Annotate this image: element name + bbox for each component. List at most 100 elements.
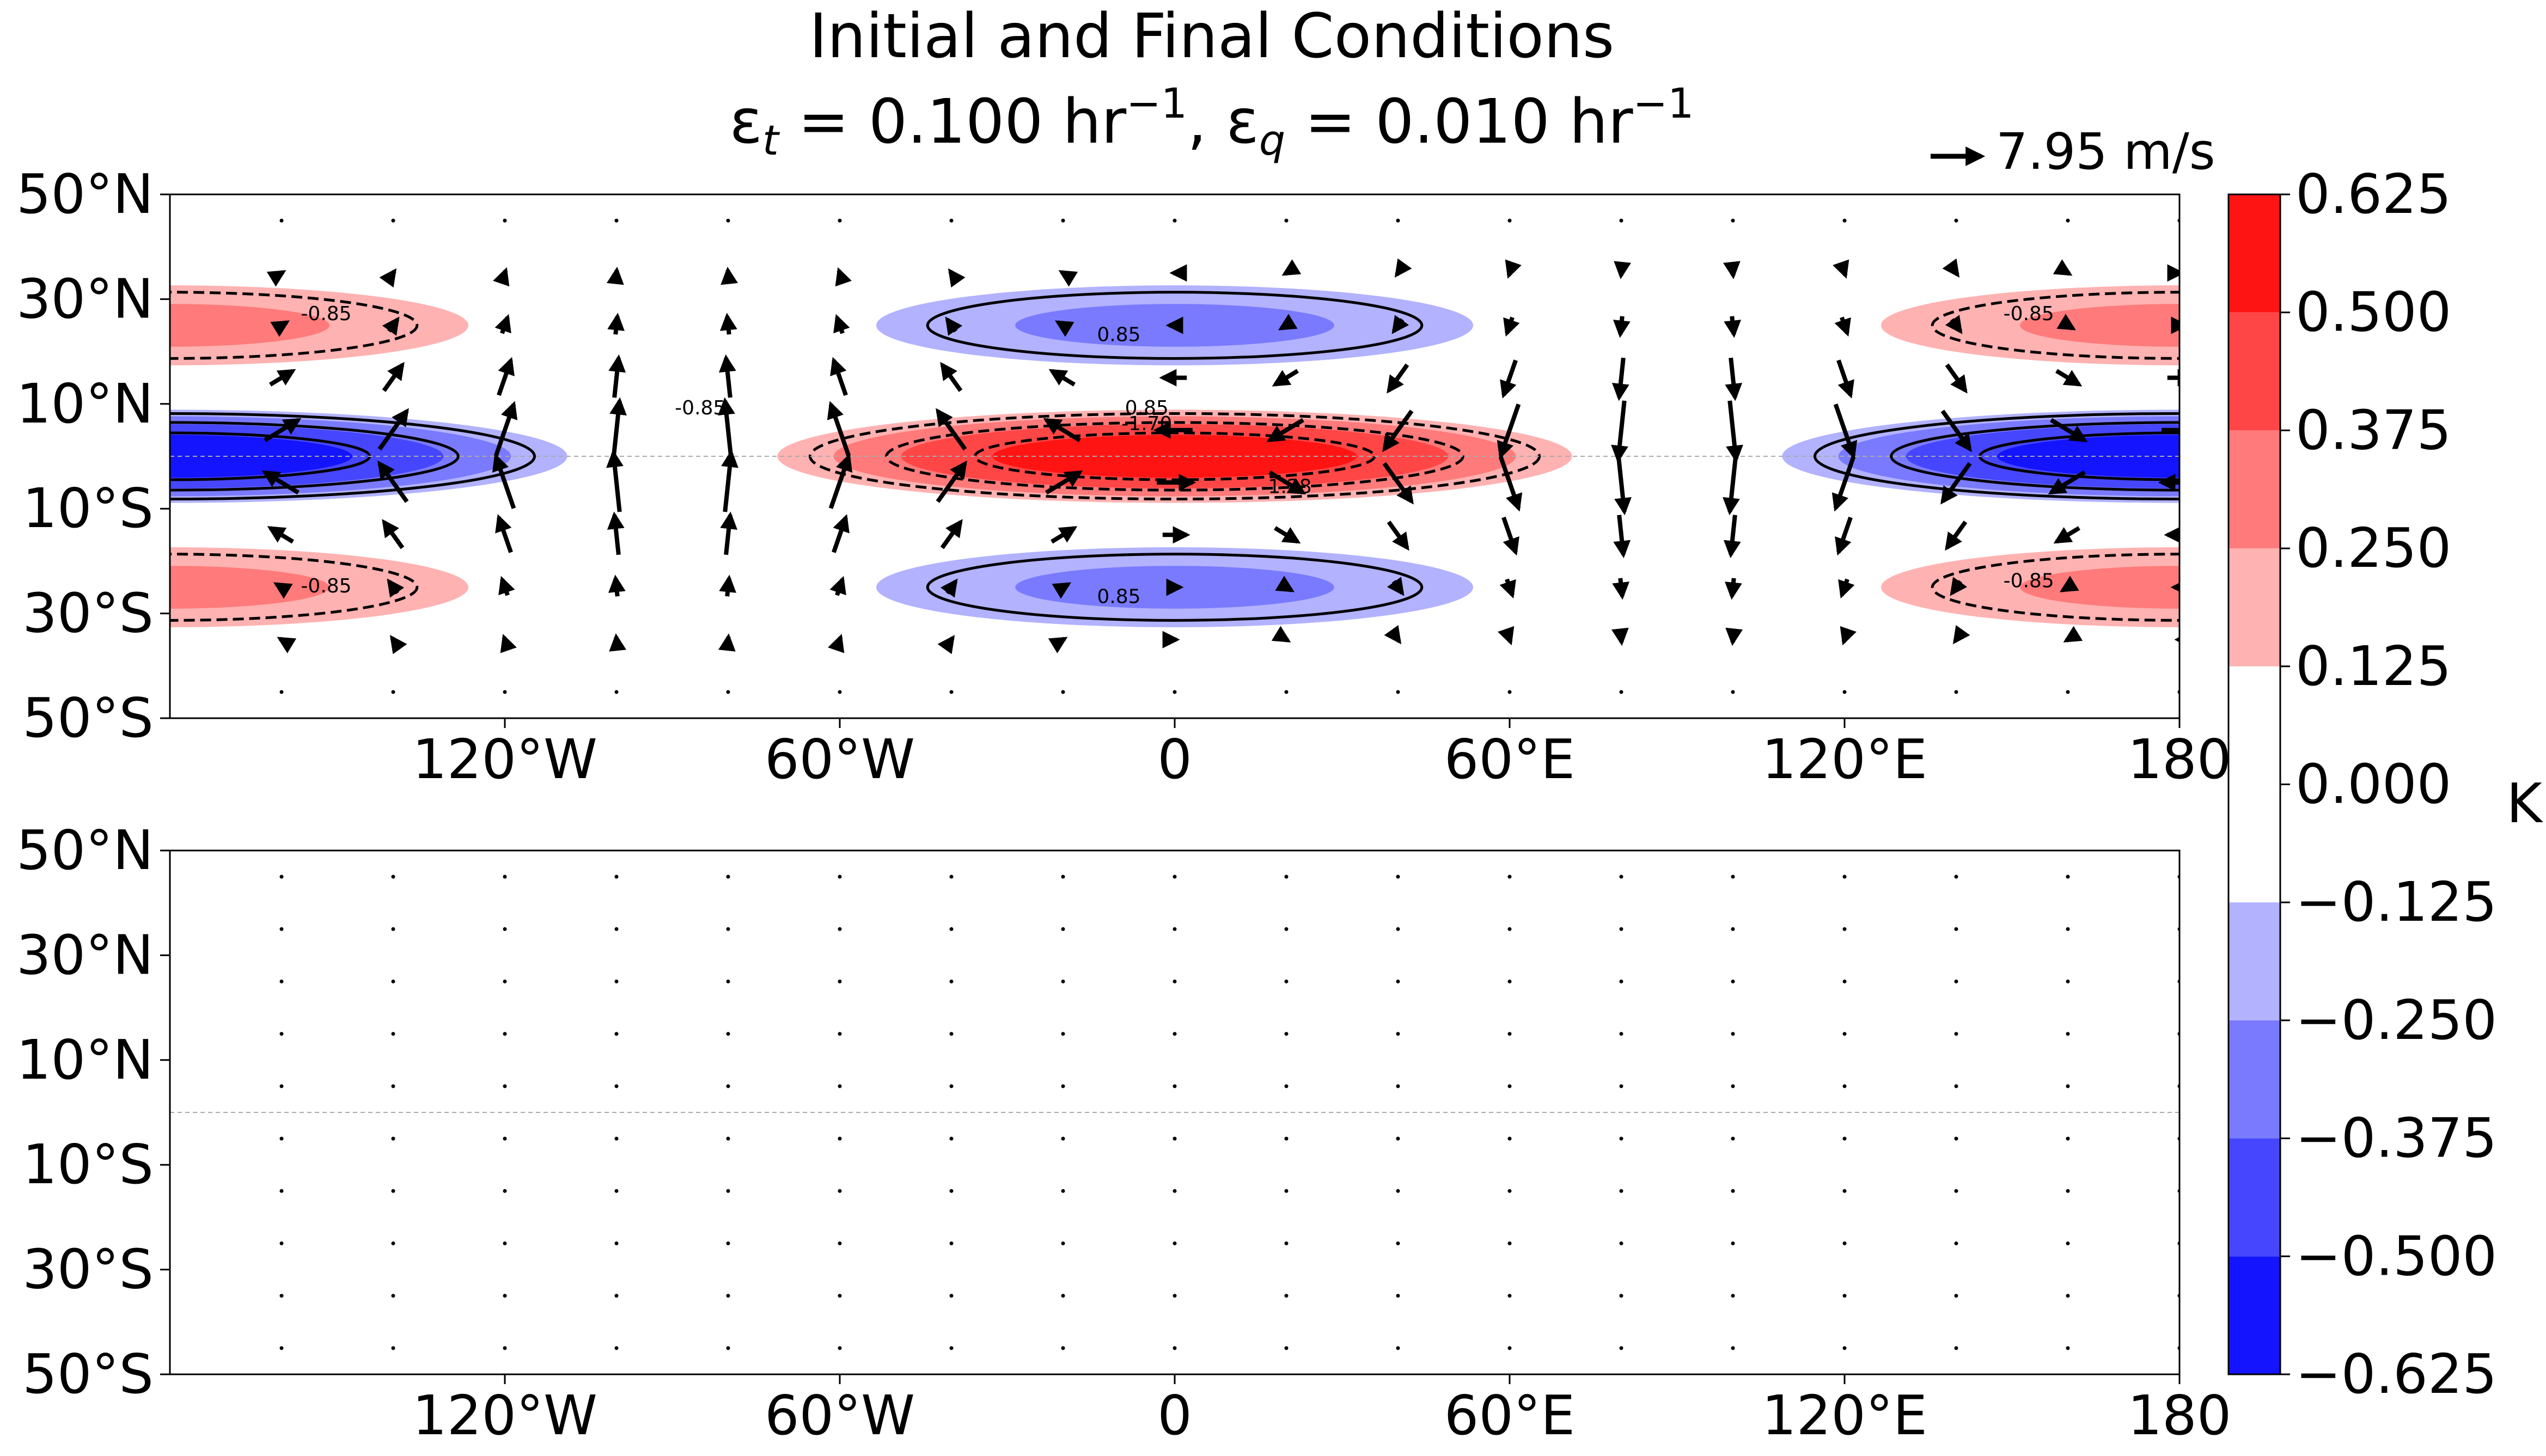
wind-vector-dot (1954, 1084, 1958, 1088)
wind-vector (940, 519, 963, 549)
contour-label: -0.85 (675, 397, 725, 419)
wind-vector-dot (1173, 218, 1177, 223)
wind-vector-dot (1507, 1032, 1512, 1036)
wind-vector (2053, 259, 2073, 276)
wind-vector (2053, 526, 2080, 544)
wind-vector-dot (1842, 1241, 1847, 1245)
wind-vector-dot (1061, 1189, 1065, 1193)
wind-vector-dot (1507, 980, 1512, 983)
wind-vector-dot (1731, 1136, 1735, 1141)
wind-vector-dot (1619, 218, 1623, 223)
wind-vector-dot (726, 1346, 730, 1350)
wind-vector-dot (614, 1032, 619, 1036)
wind-vector-dot (614, 1084, 619, 1088)
wind-vector-dot (838, 980, 842, 983)
wind-vector (1833, 259, 1849, 279)
wind-vector (1382, 409, 1414, 452)
contour-label: -1.70 (1121, 413, 1172, 435)
wind-vector-dot (614, 874, 619, 879)
wind-vector-dot (1619, 1032, 1623, 1036)
colorbar-band (2228, 666, 2280, 785)
wind-vector (1611, 357, 1629, 401)
wind-vector-dot (2066, 1032, 2070, 1036)
x-tick-label: 60°E (1444, 1384, 1575, 1447)
x-tick-label: 120°W (412, 727, 597, 791)
wind-vector (1498, 626, 1515, 646)
wind-vector (1950, 577, 1968, 596)
wind-vector-dot (2066, 1346, 2070, 1350)
colorbar-tick-label: 0.250 (2295, 516, 2451, 580)
wind-vector-dot (1061, 690, 1065, 694)
wind-vector-dot (1842, 980, 1847, 983)
wind-vector (718, 397, 735, 460)
eps-t-subscript: t (762, 116, 780, 164)
y-tick-label: 10°N (16, 1028, 154, 1092)
wind-vector-dot (391, 1241, 395, 1245)
wind-vector-dot (1731, 1241, 1735, 1245)
wind-vector (718, 354, 736, 398)
wind-vector-dot (2066, 927, 2070, 931)
wind-vector (1268, 470, 1306, 495)
wind-vector (1384, 625, 1402, 645)
wind-vector (492, 453, 516, 509)
wind-vector-dot (949, 1189, 954, 1193)
wind-vector-dot (1173, 980, 1177, 983)
y-tick-label: 30°N (16, 267, 154, 331)
x-ticks-initial: 120°W 60°W 0 60°E 120°E 180 (412, 718, 2231, 791)
wind-vector-dot (1396, 1189, 1400, 1193)
wind-vector-dot (1619, 980, 1623, 983)
wind-vector (835, 267, 852, 287)
wind-vector-dot (1731, 1032, 1735, 1036)
wind-vector-dot (1173, 1084, 1177, 1088)
wind-vector (382, 316, 400, 336)
wind-vector (1834, 316, 1851, 337)
wind-vector-dot (279, 1294, 284, 1298)
contour-label: -0.85 (301, 575, 351, 597)
chart-subtitle: εt = 0.100 hr−1, εq = 0.010 hr−1 (729, 79, 1694, 164)
wind-vector (377, 460, 409, 503)
wind-vector-dot (1061, 874, 1065, 879)
wind-vector-dot (1507, 1136, 1512, 1141)
wind-vector (720, 511, 738, 555)
wind-vector-dot (1731, 1294, 1735, 1298)
wind-vector-dot (279, 1189, 284, 1193)
wind-vector-dot (949, 218, 954, 223)
wind-vector-dot (1731, 1189, 1735, 1193)
wind-vector (1054, 320, 1074, 337)
contour-label: -0.85 (301, 303, 351, 325)
wind-vector-dot (1284, 874, 1289, 879)
wind-vector-dot (614, 1294, 619, 1298)
eps-q-exponent: −1 (1633, 79, 1694, 127)
wind-vector-dot (1842, 1189, 1847, 1193)
quiver-key: 7.95 m/s (1931, 123, 2215, 181)
wind-vector (261, 470, 300, 495)
wind-vector-dot (614, 1189, 619, 1193)
wind-vector-dot (391, 1294, 395, 1298)
contour-label: 0.85 (1097, 585, 1140, 608)
wind-vectors-initial (261, 218, 2179, 694)
wind-vector (264, 418, 302, 443)
wind-vector-dot (1954, 1241, 1958, 1245)
wind-vector (948, 268, 966, 288)
wind-vector (936, 408, 967, 451)
contour-label: -0.85 (2004, 570, 2054, 592)
wind-vector-dot (1061, 1084, 1065, 1088)
wind-vector-dot (614, 690, 619, 694)
wind-vector-dot (1284, 1084, 1289, 1088)
colorbar-tick-label: −0.250 (2295, 988, 2497, 1052)
eps-t-exponent: −1 (1126, 79, 1187, 127)
wind-vector-dot (1619, 1294, 1623, 1298)
wind-vector (1503, 316, 1520, 337)
wind-vector-dot (1842, 1346, 1847, 1350)
wind-vector-dot (838, 927, 842, 931)
wind-vector (379, 268, 397, 288)
wind-vector-dot (391, 927, 395, 931)
wind-vector-dot (279, 1241, 284, 1245)
heating-contour (808, 412, 1541, 501)
wind-vector (1840, 626, 1857, 646)
wind-vector-dot (1173, 1294, 1177, 1298)
wind-vector (277, 637, 297, 653)
wind-vector-dot (1507, 218, 1512, 223)
wind-vector-dot (1842, 874, 1847, 879)
wind-vector-dot (726, 927, 730, 931)
